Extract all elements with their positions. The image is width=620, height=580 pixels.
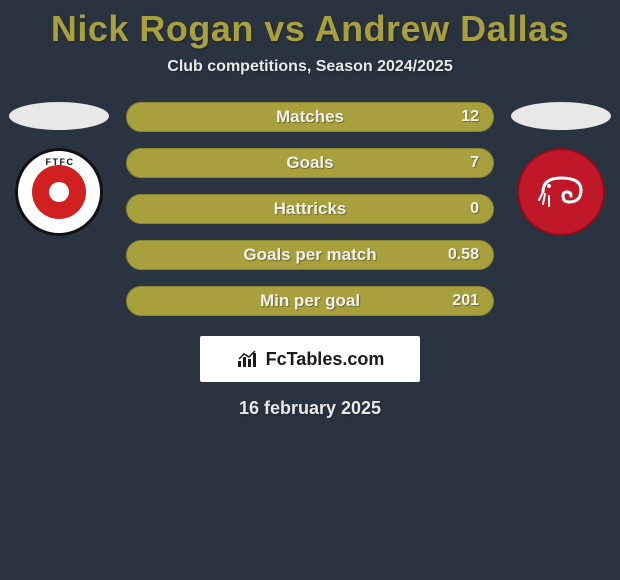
- stat-value: 0.58: [448, 246, 479, 264]
- left-oval-placeholder: [9, 102, 109, 130]
- stat-label: Min per goal: [127, 291, 493, 311]
- stat-row: Min per goal 201: [126, 286, 494, 316]
- date-text: 16 february 2025: [0, 398, 620, 419]
- brand-box[interactable]: FcTables.com: [200, 336, 420, 382]
- stat-value: 12: [461, 108, 479, 126]
- left-badge-ball: [49, 182, 69, 202]
- right-oval-placeholder: [511, 102, 611, 130]
- widget-container: Nick Rogan vs Andrew Dallas Club competi…: [0, 0, 620, 419]
- left-badge-inner: [32, 165, 86, 219]
- stat-label: Goals: [127, 153, 493, 173]
- stat-label: Goals per match: [127, 245, 493, 265]
- stat-value: 7: [470, 154, 479, 172]
- stat-value: 201: [452, 292, 479, 310]
- stat-row: Hattricks 0: [126, 194, 494, 224]
- stat-row: Goals per match 0.58: [126, 240, 494, 270]
- stat-value: 0: [470, 200, 479, 218]
- brand-text: FcTables.com: [266, 349, 385, 370]
- stat-row: Matches 12: [126, 102, 494, 132]
- page-title: Nick Rogan vs Andrew Dallas: [0, 8, 620, 50]
- shrimp-icon: [537, 172, 589, 212]
- subtitle: Club competitions, Season 2024/2025: [0, 58, 620, 76]
- right-column: [506, 102, 616, 236]
- main-row: F T F C Matches 12 Goals 7 Hattricks 0 G…: [0, 102, 620, 316]
- left-club-badge: F T F C: [15, 148, 103, 236]
- chart-icon: [236, 349, 260, 369]
- stats-column: Matches 12 Goals 7 Hattricks 0 Goals per…: [114, 102, 506, 316]
- stat-label: Matches: [127, 107, 493, 127]
- stat-row: Goals 7: [126, 148, 494, 178]
- stat-label: Hattricks: [127, 199, 493, 219]
- right-club-badge: [517, 148, 605, 236]
- left-column: F T F C: [4, 102, 114, 236]
